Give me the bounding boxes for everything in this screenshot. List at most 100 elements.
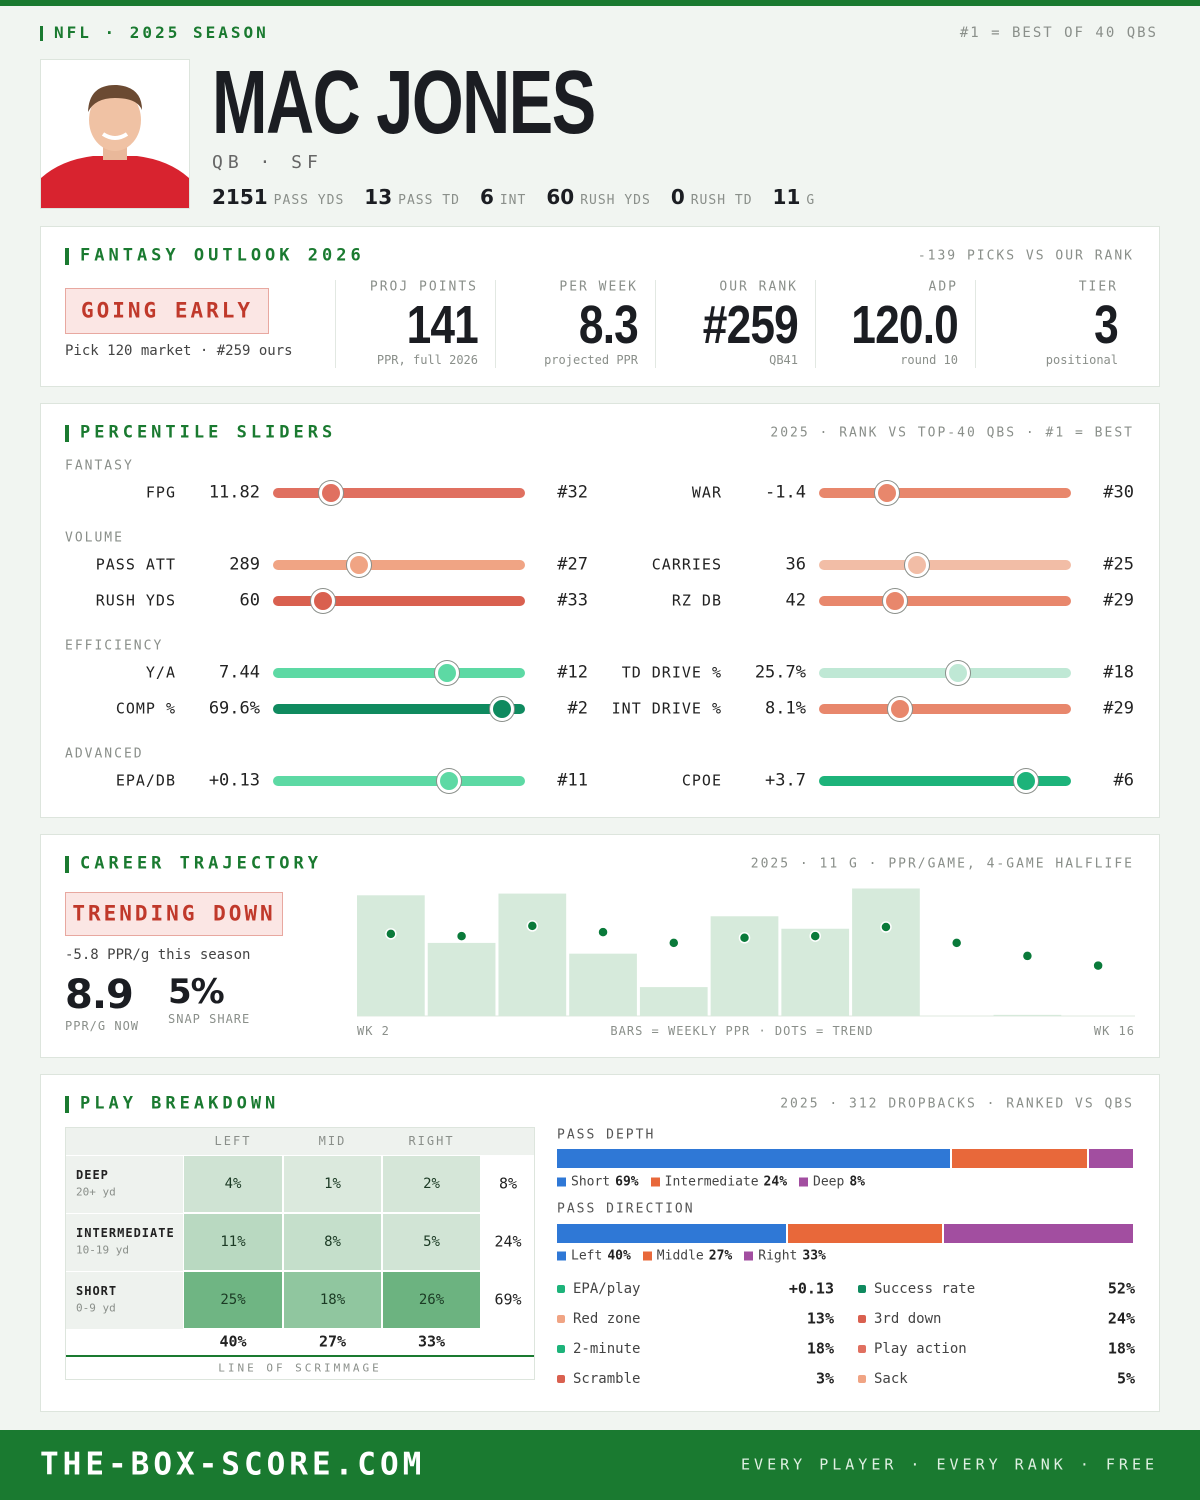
bar-segment [557, 1224, 787, 1243]
legend: Left 40% Middle 27% Right 33% [557, 1249, 826, 1264]
metric-label: ADP [928, 279, 958, 295]
bar-segment [788, 1224, 943, 1243]
stat-label: PASS YDS [273, 193, 345, 208]
bar [710, 916, 779, 1016]
metric-value: +0.13 [208, 770, 260, 791]
cell [283, 1155, 382, 1213]
badge [65, 892, 283, 936]
position: QB · SF [212, 152, 323, 173]
stat-value: 24% [1107, 1309, 1135, 1328]
slider-knob [905, 553, 930, 577]
group-label: VOLUME [65, 530, 124, 546]
cell [183, 1213, 283, 1271]
metric-sub: round 10 [900, 353, 958, 367]
stat-value: 52% [1107, 1279, 1135, 1298]
stat-label: PASS TD [398, 193, 460, 208]
scrimmage-line [66, 1355, 534, 1357]
bar-title: PASS DEPTH [557, 1127, 656, 1143]
stat-value: 5% [1116, 1369, 1135, 1388]
section-title: FANTASY OUTLOOK 2026 [80, 245, 365, 266]
row-label: INTERMEDIATE [76, 1226, 175, 1240]
stat-label: 3rd down [874, 1311, 942, 1327]
slider-knob [437, 769, 462, 793]
legend-value: 40% [607, 1248, 631, 1264]
metric-value: 8.3 [578, 295, 639, 355]
row-label: SHORT [76, 1284, 118, 1298]
col-label: RIGHT [408, 1134, 455, 1148]
stat-value: 3% [815, 1369, 834, 1388]
row-sub: 0-9 yd [76, 1301, 116, 1315]
cell-value: 18% [319, 1292, 346, 1308]
rank: #33 [557, 590, 588, 611]
slider-track [819, 776, 1071, 786]
slider-track [273, 488, 525, 498]
bar [498, 893, 567, 1016]
trend-dot [455, 930, 468, 942]
slider-track [819, 668, 1071, 678]
slider-track [273, 668, 525, 678]
divider [975, 280, 976, 368]
col-total: 27% [318, 1332, 347, 1351]
x-tick-label: WK 16 [1093, 1024, 1135, 1038]
cell-value: 4% [224, 1176, 242, 1192]
divider [495, 280, 496, 368]
rank: #32 [557, 482, 588, 503]
metric-value: -1.4 [765, 482, 806, 503]
stat-dot [858, 1345, 866, 1353]
slider-track [273, 776, 525, 786]
trend-dot [1092, 959, 1104, 972]
stat-label: RUSH TD [690, 193, 753, 208]
big-value: 5% [168, 972, 225, 1012]
slider-track [273, 560, 525, 570]
trend-dot [1021, 950, 1034, 962]
metric-sub: projected PPR [544, 353, 638, 367]
rank: #12 [557, 662, 588, 683]
row-total: 8% [498, 1174, 518, 1193]
row-head [66, 1155, 183, 1213]
bar [993, 1014, 1062, 1016]
metric-value: 8.1% [765, 698, 806, 719]
metric-value: 69.6% [208, 698, 260, 719]
footer-band [0, 1430, 1200, 1500]
legend-item: Intermediate 24% [650, 1175, 787, 1190]
row-head [66, 1213, 183, 1271]
title-bar [65, 425, 69, 442]
stat: 13 PASS TD [364, 185, 460, 209]
stat-value: 13 [364, 185, 393, 209]
slider-track [819, 488, 1071, 498]
stat-label: Play action [874, 1341, 967, 1357]
metric-value: 7.44 [219, 662, 260, 683]
stat-row: 2151 PASS YDS 13 PASS TD 6 INT 60 RUSH YDS 0 RUSH… [212, 185, 815, 209]
divider [815, 280, 816, 368]
row-total: 69% [494, 1290, 522, 1309]
bar [639, 987, 708, 1016]
col-label: MID [318, 1134, 347, 1148]
legend-item: Short 69% [557, 1175, 639, 1190]
row-total: 24% [494, 1232, 522, 1251]
scrimmage-label: LINE OF SCRIMMAGE [218, 1361, 382, 1375]
row-sub: 20+ yd [76, 1185, 116, 1199]
stat-value: 18% [806, 1339, 834, 1358]
legend-value: 69% [615, 1174, 639, 1190]
slider-knob [882, 589, 907, 613]
title-bar [65, 248, 69, 265]
cell [183, 1155, 283, 1213]
bar [781, 928, 850, 1016]
legend-value: 8% [849, 1174, 865, 1190]
legend-name: Deep [813, 1174, 845, 1190]
slider-track [819, 596, 1071, 606]
stat-dot [557, 1315, 565, 1323]
big-label: SNAP SHARE [168, 1012, 251, 1026]
rank: #11 [557, 770, 588, 791]
metric-label: INT DRIVE % [611, 699, 722, 718]
trend-dot [809, 930, 821, 942]
stat-label: 2-minute [573, 1341, 641, 1357]
badge-sub: Pick 120 market · #259 ours [65, 343, 293, 359]
slider-knob [887, 697, 912, 721]
stat-dot [557, 1375, 565, 1383]
bar [852, 888, 920, 1016]
legend: Short 69% Intermediate 24% Deep 8% [557, 1175, 865, 1190]
cell-value: 5% [423, 1234, 440, 1250]
legend-swatch [799, 1177, 809, 1187]
grid-frame [65, 1127, 535, 1380]
